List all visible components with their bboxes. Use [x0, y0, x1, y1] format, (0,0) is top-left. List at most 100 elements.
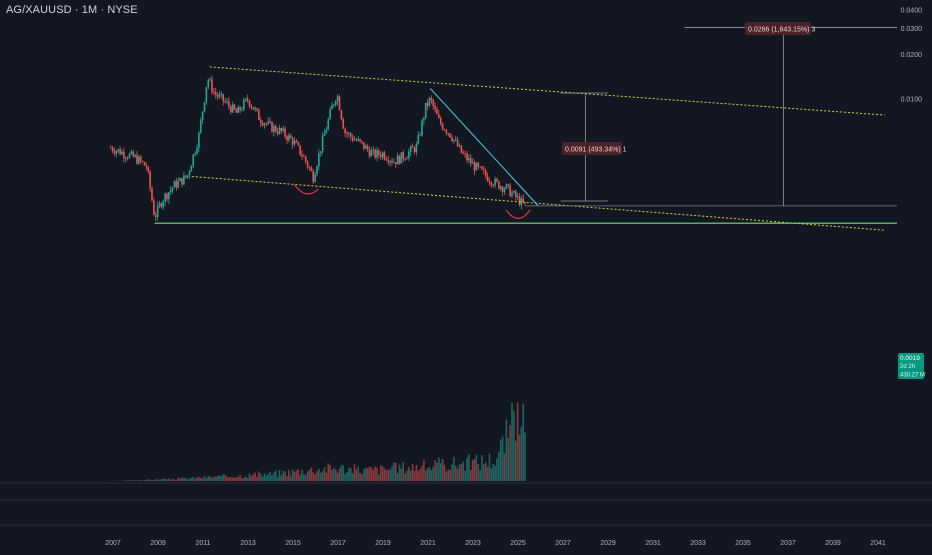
volume-bar [440, 463, 442, 481]
candle-body [121, 152, 123, 155]
candle-body [192, 154, 194, 166]
candle-body [500, 187, 502, 189]
x-tick-label: 2031 [645, 540, 661, 547]
candle-body [147, 167, 149, 171]
volume-bar [382, 466, 384, 481]
volume-bar [341, 465, 343, 481]
candle-body [446, 130, 448, 133]
volume-bar [496, 458, 498, 481]
candle-body [425, 103, 427, 118]
volume-bar [251, 476, 253, 481]
candle-body [378, 150, 380, 155]
volume-bar [502, 436, 504, 481]
volume-bar [185, 478, 187, 481]
measure-label-1[interactable]: 0.0091 (493.34%) 1 [562, 142, 627, 155]
volume-bar [339, 469, 341, 481]
x-tick-label: 2041 [870, 540, 886, 547]
channel-lower-line [192, 176, 885, 230]
candle-body [507, 184, 509, 185]
volume-bar [384, 468, 386, 481]
volume-bar [191, 478, 193, 481]
candle-body [468, 158, 470, 160]
candle-body [348, 133, 350, 134]
volume-bar [179, 478, 181, 481]
candle-body [202, 111, 204, 120]
volume-bar [483, 464, 485, 481]
candle-body [481, 167, 483, 170]
candle-body [204, 102, 206, 112]
x-tick-label: 2019 [375, 540, 391, 547]
candle-body [226, 101, 228, 102]
volume-bar [404, 473, 406, 481]
measure-label-2[interactable]: 0.0286 (1,643.15%) 3 [745, 22, 815, 35]
candles-layer [110, 76, 526, 221]
candle-body [470, 158, 472, 164]
volume-bar [387, 470, 389, 481]
volume-bar [459, 465, 461, 481]
volume-bar [359, 473, 361, 481]
volume-bar [453, 457, 455, 481]
candle-body [155, 215, 157, 217]
candle-body [189, 172, 191, 176]
candle-body [354, 140, 356, 141]
x-tick-label: 2023 [465, 540, 481, 547]
x-tick-label: 2011 [195, 540, 210, 547]
volume-bar [320, 473, 322, 481]
volume-bar [159, 480, 161, 481]
candle-body [393, 162, 395, 163]
volume-bar [521, 427, 523, 481]
volume-bar [271, 475, 273, 481]
volume-bar [256, 477, 258, 481]
volume-bar [134, 480, 136, 481]
candle-body [174, 181, 176, 187]
volume-bar [432, 467, 434, 481]
volume-bar [522, 404, 524, 481]
candle-body [487, 176, 489, 181]
volume-bar [196, 477, 198, 481]
volume-bar [389, 470, 391, 481]
candle-body [267, 121, 269, 123]
volume-bar [429, 467, 431, 481]
volume-bar [215, 477, 217, 481]
x-tick-label: 2033 [690, 540, 706, 547]
candle-body [408, 152, 410, 158]
volume-bar [290, 476, 292, 481]
volume-bar [296, 470, 298, 481]
candle-body [421, 121, 423, 136]
candle-body [419, 135, 421, 136]
volume-bar [423, 460, 425, 481]
volume-bar [211, 478, 213, 481]
volume-bar [162, 479, 164, 481]
volume-bar [279, 470, 281, 481]
candle-body [172, 187, 174, 189]
candle-body [440, 118, 442, 124]
candle-body [222, 94, 224, 101]
candle-body [262, 123, 264, 126]
candle-body [416, 144, 418, 152]
x-tick-label: 2007 [105, 540, 121, 547]
candle-body [282, 129, 284, 131]
candle-body [260, 120, 262, 123]
volume-bar [327, 463, 329, 481]
candle-body [207, 80, 209, 87]
candle-body [322, 136, 324, 151]
volume-bar [447, 470, 449, 481]
volume-value: 430.27 M [900, 373, 925, 379]
volume-bar [149, 480, 151, 481]
candle-body [489, 181, 491, 182]
volume-bar [292, 469, 294, 481]
candle-body [166, 194, 168, 199]
volume-bar [204, 476, 206, 481]
volume-bar [198, 477, 200, 481]
volume-bar [470, 470, 472, 481]
volume-bar [524, 432, 526, 481]
candle-body [389, 161, 391, 162]
volume-bar [144, 480, 146, 481]
volume-bar [146, 480, 148, 481]
volume-bar [221, 476, 223, 481]
candle-body [339, 96, 341, 110]
candle-body [496, 179, 498, 181]
volume-bar [455, 466, 457, 481]
